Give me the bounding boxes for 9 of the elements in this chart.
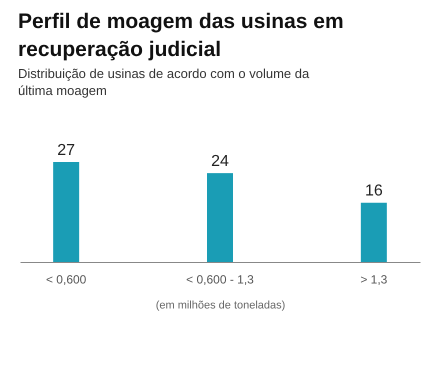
x-axis-title: (em milhões de toneladas) — [156, 300, 286, 312]
x-tick-label: < 0,600 — [46, 272, 87, 286]
data-label: 27 — [57, 142, 76, 159]
x-tick-label: < 0,600 - 1,3 — [186, 272, 254, 286]
chart-subtitle: Distribuição de usinas de acordo com o volume da última moagem — [18, 66, 310, 98]
x-tick-label: > 1,3 — [360, 272, 388, 286]
chart-title: Perfil de moagem das usinas em recuperação judicial — [18, 10, 344, 61]
data-label: 16 — [364, 182, 383, 200]
data-label: 24 — [211, 153, 229, 170]
